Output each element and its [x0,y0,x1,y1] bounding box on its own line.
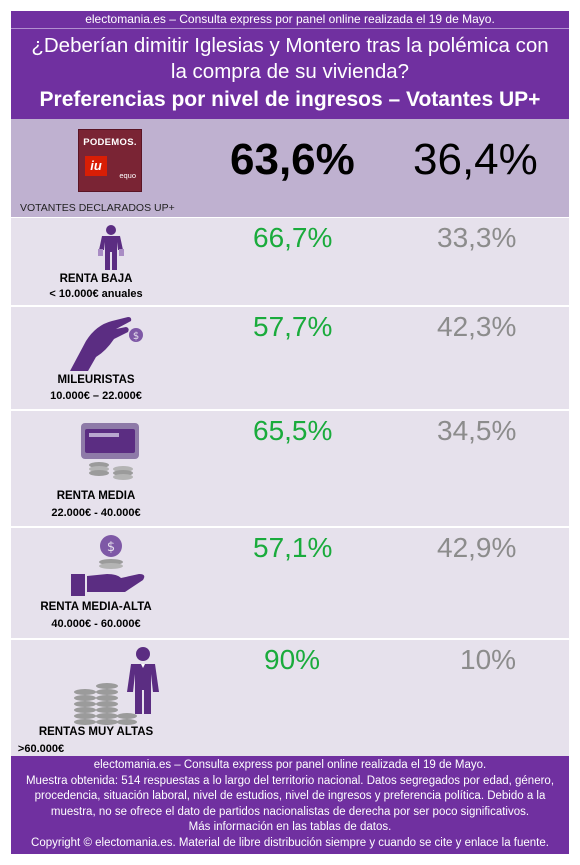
footer-line: Muestra obtenida: 514 respuestas a lo la… [25,774,555,787]
empty-pockets-person-icon [98,225,124,270]
row-yes-value: 57,1% [253,532,333,563]
table-row: RENTAS MUY ALTAS >60.000€ 90% 10% [11,640,569,758]
question-line-1: ¿Deberían dimitir Iglesias y Montero tra… [31,34,549,57]
row-no-value: 42,3% [437,311,517,342]
row-yes-value: 90% [264,644,321,675]
table-row: $ RENTA MEDIA-ALTA 40.000€ - 60.000€ 57,… [11,528,569,640]
question-title: ¿Deberían dimitir Iglesias y Montero tra… [11,29,569,87]
total-row: PODEMOS. iu equo VOTANTES DECLARADOS UP+… [11,119,569,218]
svg-text:$: $ [107,540,115,555]
total-no-value: 36,4% [413,135,538,184]
row-range: >60.000€ [17,743,65,755]
row-name: RENTA BAJA [59,273,133,285]
row-name: RENTA MEDIA-ALTA [40,601,152,613]
row-yes-value: 65,5% [253,415,333,446]
total-yes-value: 63,6% [230,135,355,184]
question-line-2: la compra de su vivienda? [170,60,410,83]
row-no-value: 34,5% [437,415,517,446]
podemos-iu-equo-logo: PODEMOS. iu equo [78,129,142,192]
footer-line: electomania.es – Consulta express por pa… [93,759,487,771]
row-name: RENTA MEDIA [56,490,136,502]
svg-text:$: $ [133,331,139,342]
footer-notes: electomania.es – Consulta express por pa… [11,756,569,854]
row-range: 40.000€ - 60.000€ [51,618,141,630]
row-range: 22.000€ - 40.000€ [51,507,141,519]
wallet-coins-icon [81,423,139,480]
header: electomania.es – Consulta express por pa… [11,11,569,119]
table-row: RENTA MEDIA 22.000€ - 40.000€ 65,5% 34,5… [11,411,569,528]
footer-line: procedencia, situación laboral, nivel de… [34,790,546,802]
row-no-value: 42,9% [437,532,517,563]
infographic: electomania.es – Consulta express por pa… [11,11,569,854]
row-range: < 10.000€ anuales [49,288,143,300]
row-range: 10.000€ – 22.000€ [50,390,142,402]
footer-line: muestra, no se ofrece el dato de partido… [50,805,530,818]
logo-podemos-text: PODEMOS. [83,137,137,148]
row-no-value: 10% [460,644,517,675]
hand-dollar-coin-icon: $ [71,535,145,596]
row-yes-value: 66,7% [253,222,333,253]
table-row: $ MILEURISTAS 10.000€ – 22.000€ 57,7% 42… [11,307,569,411]
hand-coin-icon: $ [70,317,143,371]
chart-subtitle: Preferencias por nivel de ingresos – Vot… [39,88,541,111]
footer-line: Más información en las tablas de datos. [188,821,392,833]
row-name: RENTAS MUY ALTAS [38,726,154,738]
businessman-coin-stacks-icon [74,647,159,725]
logo-iu-text: iu [85,156,107,176]
header-source-line: electomania.es – Consulta express por pa… [11,11,569,29]
logo-equo-text: equo [119,171,136,180]
row-yes-value: 57,7% [253,311,333,342]
footer-line: Copyright © electomania.es. Material de … [31,836,549,849]
row-name: MILEURISTAS [57,374,135,386]
table-row: RENTA BAJA < 10.000€ anuales 66,7% 33,3% [11,218,569,307]
row-no-value: 33,3% [437,222,517,253]
total-label: VOTANTES DECLARADOS UP+ [20,202,175,214]
